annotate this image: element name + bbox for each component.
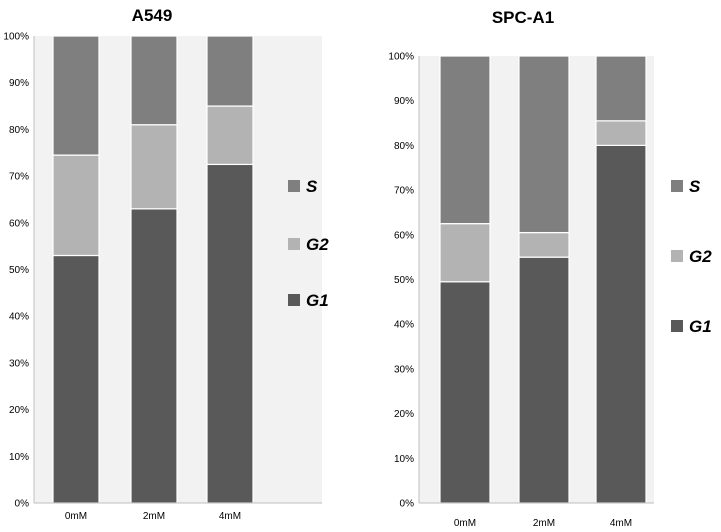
legend-label-g2: G2: [689, 247, 712, 266]
legend-swatch-g2: [671, 250, 683, 262]
y-tick-label: 10%: [394, 454, 414, 465]
bar-segment-s-2mm: [130, 35, 178, 126]
y-tick-label: 0%: [400, 499, 415, 510]
bar-segment-g2-0mm: [439, 223, 491, 283]
legend-swatch-g1: [671, 320, 683, 332]
y-tick-label: 60%: [394, 230, 414, 241]
y-tick-label: 20%: [394, 409, 414, 420]
legend-swatch-g1: [288, 294, 300, 306]
legend-label-g2: G2: [306, 235, 329, 254]
bar-segment-s-2mm: [518, 55, 570, 234]
legend-label-g1: G1: [306, 291, 329, 310]
y-tick-label: 80%: [9, 125, 29, 136]
legend-swatch-s: [671, 180, 683, 192]
chart-spc-a1: SPC-A1 0% 10% 20% 30% 40% 50% 60% 70% 80% 90% 100%…: [388, 8, 712, 529]
legend-swatch-s: [288, 180, 300, 192]
y-tick-label: 30%: [394, 364, 414, 375]
bar-segment-s-4mm: [206, 35, 254, 107]
bar-segment-s-0mm: [439, 55, 491, 225]
y-tick-label: 90%: [9, 78, 29, 89]
y-tick-label: 100%: [388, 52, 414, 63]
chart-a549: A549 0% 10% 20% 30% 40% 50% 60% 70% 80% 90% 100% 0m…: [3, 6, 329, 522]
legend-label-s: S: [689, 177, 701, 196]
bar-segment-g1-4mm: [206, 163, 254, 504]
y-tick-label: 80%: [394, 141, 414, 152]
legend-swatch-g2: [288, 238, 300, 250]
y-tick-label: 0%: [15, 499, 30, 510]
x-tick-label: 2mM: [143, 511, 165, 522]
bar-segment-g2-0mm: [52, 154, 100, 257]
bar-segment-g1-4mm: [595, 144, 647, 504]
legend-label-s: S: [306, 177, 318, 196]
x-tick-label: 0mM: [65, 511, 87, 522]
bar-segment-s-0mm: [52, 35, 100, 156]
y-tick-label: 50%: [394, 275, 414, 286]
x-tick-label: 2mM: [533, 518, 555, 529]
x-tick-label: 0mM: [454, 518, 476, 529]
bar-segment-g1-2mm: [130, 208, 178, 504]
y-tick-label: 40%: [9, 312, 29, 323]
y-tick-label: 10%: [9, 452, 29, 463]
y-tick-label: 40%: [394, 320, 414, 331]
legend-label-g1: G1: [689, 317, 712, 336]
bar-segment-g2-4mm: [206, 105, 254, 166]
bar-segment-g2-4mm: [595, 120, 647, 147]
bar-segment-g2-2mm: [130, 124, 178, 210]
y-tick-label: 70%: [9, 172, 29, 183]
y-tick-label: 60%: [9, 218, 29, 229]
y-tick-label: 30%: [9, 358, 29, 369]
y-tick-label: 70%: [394, 186, 414, 197]
chart-title: SPC-A1: [492, 8, 554, 27]
bar-segment-s-4mm: [595, 55, 647, 122]
bar-segment-g1-0mm: [52, 254, 100, 504]
y-tick-label: 100%: [3, 32, 29, 43]
x-tick-label: 4mM: [610, 518, 632, 529]
y-tick-label: 50%: [9, 265, 29, 276]
y-tick-label: 20%: [9, 405, 29, 416]
chart-title: A549: [132, 6, 173, 25]
bar-segment-g1-0mm: [439, 281, 491, 504]
bar-segment-g1-2mm: [518, 256, 570, 504]
bar-segment-g2-2mm: [518, 231, 570, 258]
x-tick-label: 4mM: [219, 511, 241, 522]
y-tick-label: 90%: [394, 96, 414, 107]
